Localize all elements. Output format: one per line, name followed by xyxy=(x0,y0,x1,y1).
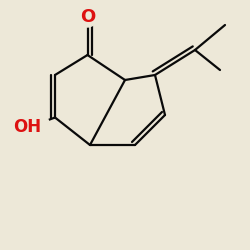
Text: O: O xyxy=(80,8,95,26)
Text: OH: OH xyxy=(14,118,42,136)
Circle shape xyxy=(78,8,97,27)
Circle shape xyxy=(6,106,50,150)
